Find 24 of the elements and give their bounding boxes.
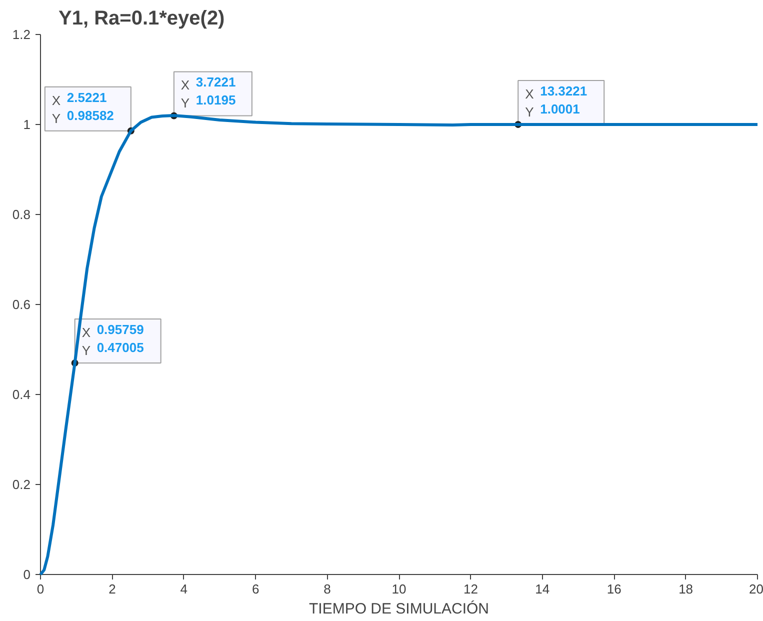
y-tick-label: 0.6 xyxy=(12,297,31,312)
x-tick-label: 6 xyxy=(252,582,260,596)
chart-title: Y1, Ra=0.1*eye(2) xyxy=(58,8,225,30)
x-tick-label: 20 xyxy=(749,582,763,596)
y-tick-label: 1 xyxy=(23,117,31,132)
annotation: X 0.95759 Y 0.47005 xyxy=(82,322,144,358)
x-tick-label: 2 xyxy=(108,582,116,596)
y-tick-label: 0 xyxy=(23,567,31,582)
x-axis-title: TIEMPO DE SIMULACIÓN xyxy=(308,600,490,618)
y-tick-label: 0.8 xyxy=(12,207,31,222)
annotation: X 13.3221 Y 1.0001 xyxy=(525,83,588,120)
annotation: X 2.5221 Y 0.98582 xyxy=(52,90,114,126)
x-tick-label: 0 xyxy=(36,582,44,596)
y-tick-label: 0.2 xyxy=(12,477,31,492)
x-tick-label: 8 xyxy=(324,582,331,596)
x-tick-label: 12 xyxy=(463,582,478,596)
y-tick-label: 0.4 xyxy=(12,387,31,402)
x-tick-label: 4 xyxy=(180,582,188,596)
x-tick-label: 18 xyxy=(678,582,694,596)
y-tick-label: 1.2 xyxy=(12,27,31,42)
annotation: X 3.7221 Y 1.0195 xyxy=(180,74,236,111)
x-tick-label: 16 xyxy=(606,582,622,596)
x-tick-label: 14 xyxy=(535,582,550,596)
x-tick-label: 10 xyxy=(392,582,406,596)
